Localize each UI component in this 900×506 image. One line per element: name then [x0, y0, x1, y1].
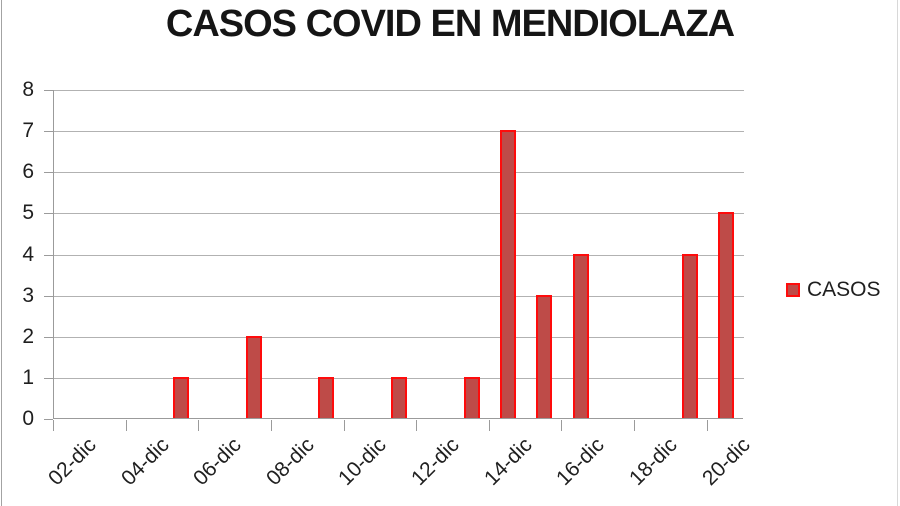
x-axis-tick [416, 420, 418, 431]
gridline [54, 90, 744, 91]
bar-20-dic [717, 212, 734, 418]
y-axis-label: 0 [22, 407, 34, 430]
plot-area [53, 90, 744, 419]
x-axis-label: 14-dic [479, 433, 537, 491]
y-axis-tick [44, 131, 53, 133]
bar-07-dic [245, 335, 262, 418]
x-axis-tick [706, 420, 708, 431]
bar-19-dic [681, 253, 698, 418]
legend-swatch-icon [786, 283, 800, 297]
y-axis-label: 6 [22, 160, 34, 184]
gridline [54, 336, 744, 338]
y-axis-tick [44, 419, 53, 420]
y-axis-tick [44, 172, 53, 174]
bar-09-dic [318, 376, 335, 418]
y-axis-tick [44, 90, 53, 91]
x-axis-tick [488, 420, 490, 431]
y-axis-label: 7 [22, 119, 34, 143]
y-axis-tick [44, 254, 53, 256]
legend-label: CASOS [807, 278, 881, 301]
gridline [54, 172, 744, 174]
x-axis-tick [343, 420, 345, 431]
gridline [54, 295, 744, 297]
bar-13-dic [463, 376, 480, 418]
y-axis-label: 3 [22, 283, 34, 307]
x-axis-tick [125, 420, 127, 431]
gridline [54, 254, 744, 256]
x-axis-tick [198, 420, 200, 431]
chart-title: CASOS COVID EN MENDIOLAZA [165, 3, 735, 45]
y-axis-label: 2 [22, 324, 34, 348]
x-axis-tick [53, 420, 54, 431]
y-axis-tick [44, 213, 53, 215]
x-axis-label: 18-dic [625, 433, 682, 491]
y-axis-label: 5 [22, 201, 34, 225]
x-axis-label: 08-dic [261, 433, 319, 491]
x-axis-label: 20-dic [697, 433, 755, 491]
y-axis-tick [44, 295, 53, 297]
bar-14-dic [499, 130, 516, 418]
x-axis-label: 10-dic [334, 433, 392, 491]
y-axis-tick [44, 336, 53, 338]
legend: CASOS [786, 278, 881, 302]
y-axis-label: 1 [22, 365, 34, 389]
x-axis-tick [561, 420, 563, 431]
bar-15-dic [536, 294, 553, 418]
chart-right-border [897, 0, 898, 506]
y-axis-label: 4 [22, 242, 34, 266]
y-axis-label: 8 [22, 78, 34, 101]
gridline [54, 131, 744, 133]
bar-16-dic [572, 253, 589, 418]
y-axis-tick [44, 377, 53, 379]
bar-05-dic [173, 376, 190, 418]
chart-left-border [1, 0, 2, 506]
x-axis-tick [634, 420, 636, 431]
x-axis-label: 04-dic [116, 433, 174, 491]
x-axis-tick [270, 420, 272, 431]
x-axis-label: 16-dic [552, 433, 610, 491]
bar-11-dic [391, 376, 407, 418]
x-axis-label: 06-dic [189, 433, 246, 491]
gridline [54, 213, 744, 215]
x-axis-label: 12-dic [407, 433, 464, 491]
x-axis-label: 02-dic [44, 433, 101, 491]
